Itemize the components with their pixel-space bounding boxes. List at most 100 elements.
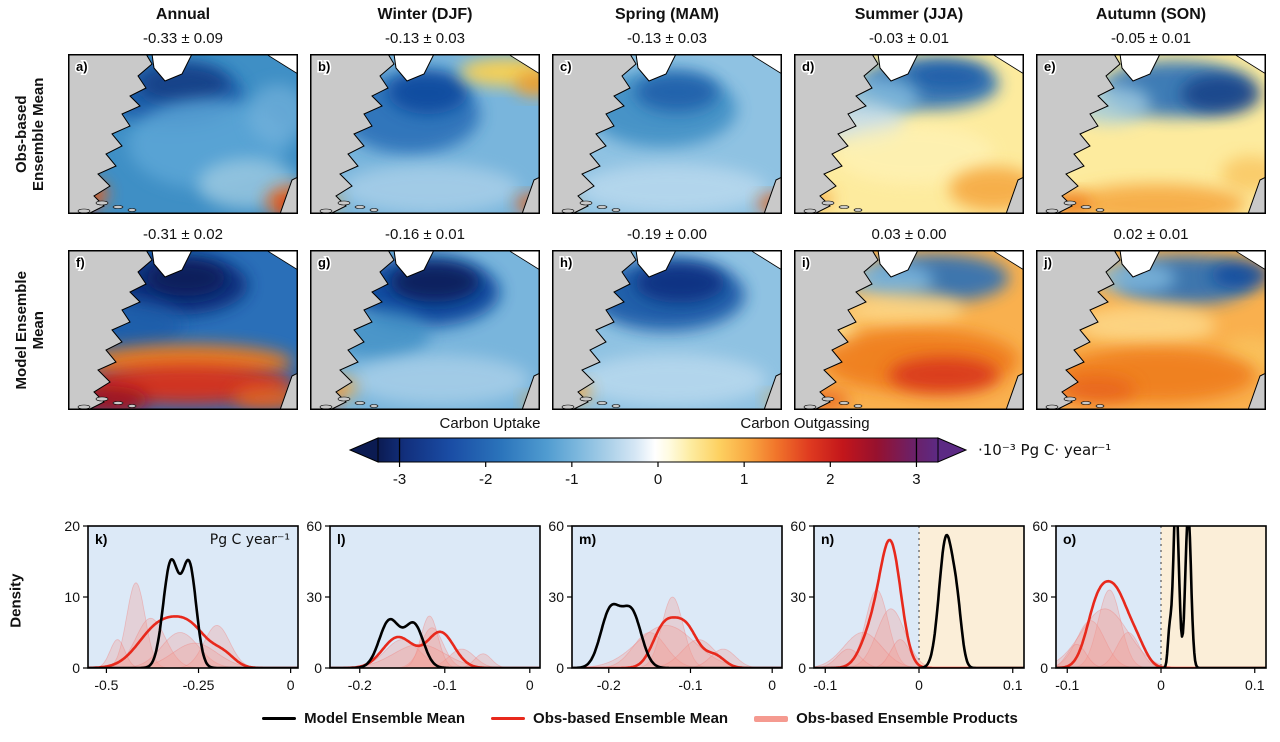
island: [803, 208, 817, 214]
island: [838, 205, 850, 209]
legend-item-model: Model Ensemble Mean: [262, 710, 465, 727]
flux-map: j): [1035, 249, 1267, 411]
flux-map: d): [793, 53, 1025, 215]
flux-map: i): [793, 249, 1025, 411]
island: [95, 200, 109, 206]
island: [853, 404, 863, 408]
carbon-uptake-label: Carbon Uptake: [440, 415, 541, 432]
island: [838, 401, 850, 405]
colorbar-unit-label: ·10⁻³ Pg C· year⁻¹: [978, 441, 1111, 459]
island: [803, 404, 817, 410]
flux-map: g): [309, 249, 541, 411]
panel-letter: l): [337, 531, 346, 547]
island: [354, 401, 366, 405]
density-unit-label: Pg C year⁻¹: [210, 532, 290, 548]
x-tick-label: -0.5: [94, 677, 118, 693]
panel-letter: n): [821, 531, 834, 547]
island: [319, 404, 333, 410]
legend-label-model: Model Ensemble Mean: [304, 710, 466, 727]
legend-line-black: [262, 717, 297, 720]
island: [127, 404, 137, 408]
island: [821, 200, 835, 206]
island: [561, 404, 575, 410]
panel-letter: b): [318, 59, 330, 74]
flux-map: h): [551, 249, 783, 411]
y-tick-label: 20: [64, 518, 80, 534]
map-panel: i): [793, 249, 1025, 411]
model-mean-density: [88, 558, 298, 668]
panel-letter: f): [76, 255, 85, 270]
island: [369, 208, 379, 212]
panel-stat: -0.31 ± 0.02: [143, 226, 223, 243]
x-tick-label: -0.1: [678, 677, 702, 693]
island: [1063, 200, 1077, 206]
obs-product-density: [1056, 608, 1266, 668]
colorbar-svg: -3 -2 -1 0 1 2 3 Carbon Uptake Carbon Outgassing…: [348, 415, 1111, 488]
x-tick-label: 0: [915, 677, 923, 693]
island: [112, 205, 124, 209]
map-panel: j): [1035, 249, 1267, 411]
colorbar-left-arrow: [348, 437, 379, 463]
island: [1095, 208, 1105, 212]
legend: Model Ensemble Mean Obs-based Ensemble M…: [0, 710, 1280, 727]
obs-mean-density: [88, 615, 298, 668]
column-title: Summer (JJA): [854, 6, 964, 23]
legend-label-obs: Obs-based Ensemble Mean: [533, 710, 729, 727]
y-tick-label: 0: [556, 660, 564, 676]
colorbar-tick-label: -3: [393, 471, 406, 488]
y-tick-label: 0: [1040, 660, 1048, 676]
colorbar-tick-label: -1: [565, 471, 578, 488]
island: [337, 200, 351, 206]
map-panel: b): [309, 53, 541, 215]
column-title: Autumn (SON): [1095, 6, 1207, 23]
island: [611, 404, 621, 408]
y-tick-label: 30: [1032, 589, 1048, 605]
island: [127, 208, 137, 212]
colorbar-tick-label: 1: [740, 471, 748, 488]
panel-stat: -0.13 ± 0.03: [385, 30, 465, 47]
density-row: -0.5 -0.25 0 0 10 20 k) Pg C year⁻¹ -0.2 -0.1 0 0 30…: [0, 514, 1280, 704]
island: [1095, 404, 1105, 408]
density-curves: [88, 558, 298, 668]
legend-line-red: [491, 717, 526, 720]
obs-product-density: [330, 615, 540, 668]
panel-letter: a): [76, 59, 88, 74]
panel-stat: -0.16 ± 0.01: [385, 226, 465, 243]
flux-map: e): [1035, 53, 1267, 215]
column-title: Spring (MAM): [615, 6, 719, 23]
island: [1080, 401, 1092, 405]
y-tick-label: 10: [64, 589, 80, 605]
x-tick-label: 0: [768, 677, 776, 693]
obs-product-density: [1056, 589, 1266, 668]
row-label-obs: Obs-based Ensemble Mean: [12, 77, 47, 191]
island: [853, 208, 863, 212]
obs-product-density: [88, 582, 298, 668]
x-tick-label: -0.25: [183, 677, 215, 693]
x-tick-label: -0.1: [1055, 677, 1079, 693]
panel-letter: j): [1043, 255, 1052, 270]
panel-letter: o): [1063, 531, 1076, 547]
flux-map: c): [551, 53, 783, 215]
row-label-model: Model Ensemble Mean: [12, 271, 47, 390]
panel-letter: m): [579, 531, 596, 547]
island: [95, 396, 109, 402]
panel-stat: 0.02 ± 0.01: [1113, 226, 1189, 243]
panel-letter: h): [560, 255, 572, 270]
panel-stat: -0.13 ± 0.03: [627, 30, 707, 47]
x-tick-label: 0.1: [1245, 677, 1265, 693]
panel-letter: i): [802, 255, 810, 270]
density-curves: [572, 596, 782, 668]
island: [611, 208, 621, 212]
colorbar: -3 -2 -1 0 1 2 3 Carbon Uptake Carbon Outgassing…: [330, 414, 1130, 506]
y-tick-label: 60: [548, 518, 564, 534]
map-panel: f): [67, 249, 299, 411]
density-curves: [1056, 526, 1266, 668]
model-mean-density: [330, 617, 540, 668]
uptake-background: [330, 526, 540, 668]
island: [579, 396, 593, 402]
legend-line-pink: [754, 715, 789, 722]
panel-letter: d): [802, 59, 814, 74]
colorbar-tick-label: -2: [479, 471, 492, 488]
y-tick-label: 0: [72, 660, 80, 676]
x-tick-label: -0.1: [433, 677, 457, 693]
